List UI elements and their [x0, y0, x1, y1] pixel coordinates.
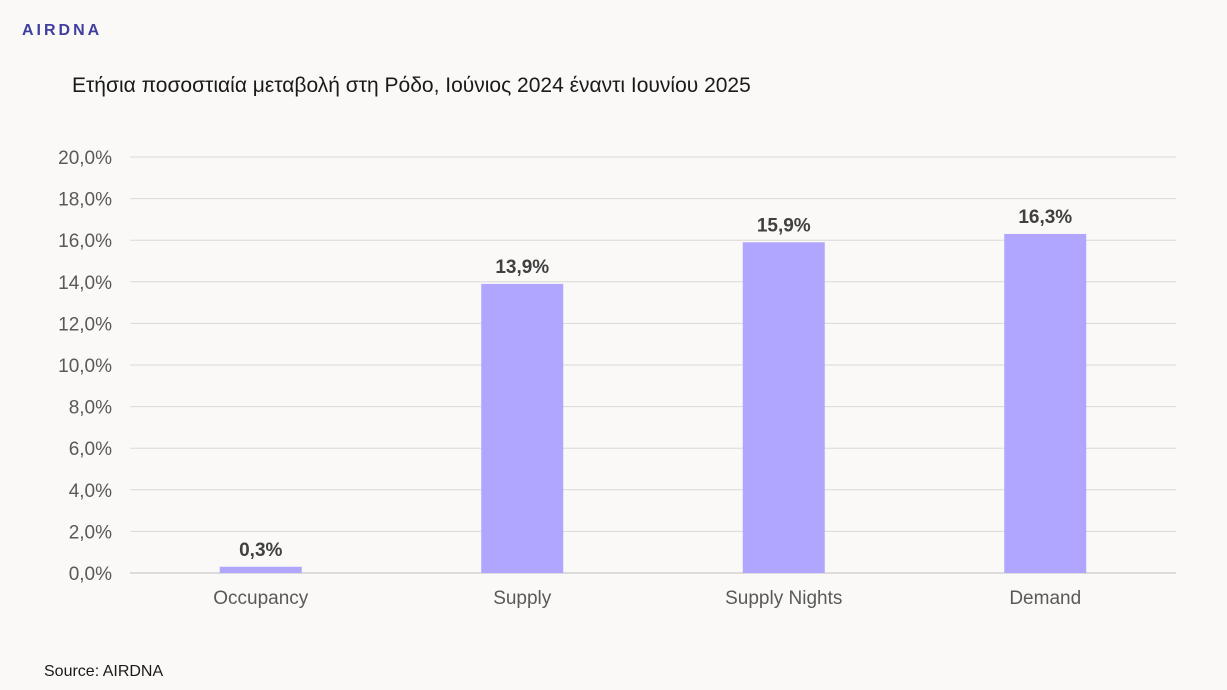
bar: [1004, 233, 1087, 573]
data-label: 0,3%: [239, 540, 282, 561]
y-tick-label: 8,0%: [69, 398, 112, 419]
x-category-label: Demand: [1009, 588, 1081, 609]
y-tick-label: 14,0%: [58, 273, 112, 294]
y-tick-label: 10,0%: [58, 356, 112, 377]
y-tick-label: 6,0%: [69, 439, 112, 460]
y-tick-label: 0,0%: [69, 564, 112, 585]
y-tick-label: 20,0%: [58, 148, 112, 169]
y-tick-label: 18,0%: [58, 190, 112, 211]
y-tick-label: 4,0%: [69, 481, 112, 502]
y-tick-label: 2,0%: [69, 522, 112, 543]
bar: [219, 566, 302, 573]
bar: [481, 283, 564, 573]
data-label: 16,3%: [1018, 207, 1072, 228]
x-category-label: Supply Nights: [725, 588, 842, 609]
bar: [742, 242, 825, 573]
y-tick-label: 16,0%: [58, 231, 112, 252]
chart-title: Ετήσια ποσοστιαία μεταβολή στη Ρόδο, Ιού…: [72, 74, 751, 97]
data-label: 15,9%: [757, 215, 811, 236]
x-category-label: Occupancy: [213, 588, 309, 609]
y-tick-label: 12,0%: [58, 314, 112, 335]
airdna-logo: AIRDNA: [22, 22, 103, 39]
data-label: 13,9%: [495, 257, 549, 278]
source-note: Source: AIRDNA: [44, 663, 164, 680]
x-category-label: Supply: [493, 588, 552, 609]
